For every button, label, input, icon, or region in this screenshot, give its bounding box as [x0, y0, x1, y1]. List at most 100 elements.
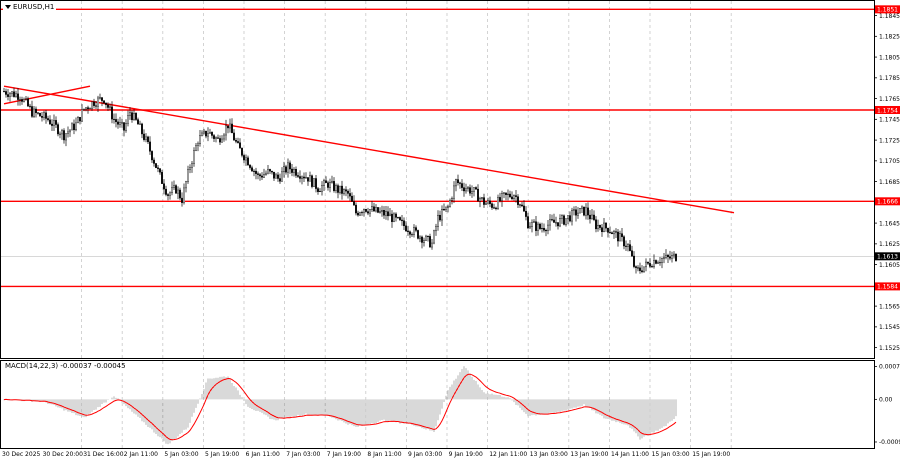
candle-body [605, 222, 607, 229]
candle-body [167, 194, 169, 196]
candle-body [97, 97, 99, 107]
candle-body [29, 105, 31, 107]
candle-body [63, 130, 65, 141]
candle-body [521, 204, 523, 207]
symbol-label[interactable]: EURUSD,H1 [3, 3, 57, 11]
candle-body [633, 255, 635, 267]
candle-body [377, 207, 379, 213]
candle-body [645, 261, 647, 268]
candle-body [231, 123, 233, 134]
candle-body [597, 224, 599, 230]
candle-body [445, 206, 447, 211]
candle-body [145, 136, 147, 140]
candle-body [543, 227, 545, 231]
candle-body [313, 178, 315, 187]
candle-body [315, 178, 317, 189]
candle-body [617, 231, 619, 242]
candle-body [203, 130, 205, 134]
candle-body [441, 209, 443, 221]
candle-body [341, 185, 343, 194]
candle-body [277, 174, 279, 179]
candle-body [75, 122, 77, 131]
candle-body [211, 132, 213, 136]
candle-body [675, 253, 677, 261]
level-label: 1.1666 [877, 199, 898, 206]
candle-body [25, 98, 27, 100]
candle-body [431, 242, 433, 248]
candle-body [303, 176, 305, 179]
triangle-down-icon[interactable] [5, 5, 11, 9]
candle-body [77, 117, 79, 124]
candle-body [125, 123, 127, 131]
x-tick-label: 7 Jan 03:00 [286, 451, 320, 458]
candle-body [601, 227, 603, 233]
candle-body [451, 198, 453, 201]
candle-body [383, 210, 385, 216]
candle-body [599, 224, 601, 228]
candle-body [23, 99, 25, 102]
candle-body [7, 94, 9, 97]
candle-body [9, 93, 11, 97]
candle-body [643, 266, 645, 272]
candle-body [311, 175, 313, 187]
candle-body [359, 212, 361, 216]
candle-body [437, 214, 439, 227]
candle-body [5, 91, 7, 95]
candle-body [79, 117, 81, 122]
candle-body [629, 244, 631, 251]
candle-body [627, 244, 629, 247]
candle-body [565, 218, 567, 225]
level-label: 1.1584 [877, 284, 898, 291]
candle-body [147, 136, 149, 143]
candle-body [603, 222, 605, 233]
candle-body [479, 198, 481, 202]
current-price-bg [875, 252, 900, 261]
candle-body [27, 98, 29, 107]
candle-body [615, 231, 617, 233]
y-tick-label: 1.1645 [879, 220, 900, 227]
candle-body [575, 209, 577, 216]
candle-body [21, 99, 23, 102]
candle-body [199, 135, 201, 145]
candle-body [609, 232, 611, 234]
candle-body [527, 216, 529, 229]
candle-body [191, 163, 193, 168]
candle-body [425, 235, 427, 241]
candle-body [621, 233, 623, 237]
candle-body [657, 262, 659, 264]
candle-body [263, 174, 265, 178]
candle-body [351, 195, 353, 202]
candle-body [271, 170, 273, 173]
candle-body [43, 112, 45, 118]
candle-body [525, 211, 527, 217]
candle-body [305, 177, 307, 179]
candle-body [581, 206, 583, 209]
candle-body [283, 166, 285, 173]
candle-body [275, 174, 277, 179]
x-tick-label: 5 Jan 03:00 [164, 451, 198, 458]
candle-body [155, 163, 157, 168]
x-tick-label: 9 Jan 19:00 [449, 451, 483, 458]
x-tick-label: 30 Dec 2025 [2, 451, 41, 458]
candle-body [95, 105, 97, 107]
candle-body [237, 141, 239, 143]
candle-body [291, 168, 293, 173]
candle-body [233, 132, 235, 141]
candle-body [131, 112, 133, 121]
candle-body [309, 175, 311, 182]
candle-body [217, 137, 219, 139]
trendline [3, 85, 735, 214]
y-tick-label: 1.1705 [879, 158, 900, 165]
candle-body [117, 121, 119, 125]
candle-body [71, 123, 73, 131]
candle-body [269, 169, 271, 172]
x-tick-label: 7 Jan 19:00 [327, 451, 361, 458]
macd-y-tick-label: -0.00092 [879, 439, 900, 446]
candle-body [577, 212, 579, 216]
x-tick-label: 15 Jan 03:00 [652, 451, 690, 458]
current-price-label: 1.1613 [877, 254, 898, 261]
candle-body [337, 185, 339, 193]
candle-body [553, 219, 555, 223]
